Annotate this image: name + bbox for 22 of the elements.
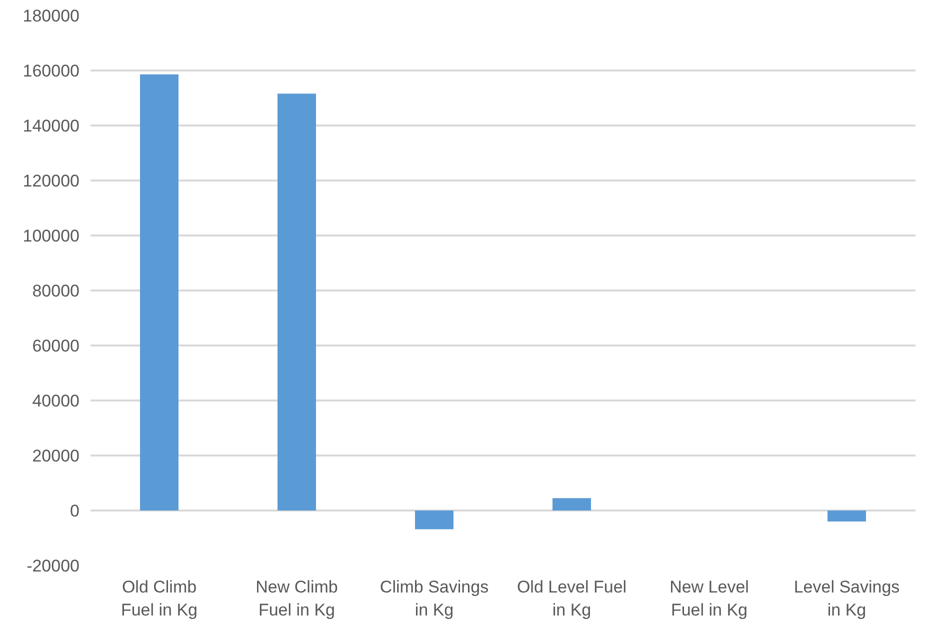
x-tick-label: Old Climb Fuel in Kg — [120, 578, 198, 620]
bar — [552, 498, 591, 510]
y-tick-label: 0 — [70, 502, 80, 520]
y-tick-label: 140000 — [22, 116, 80, 136]
bar — [140, 74, 178, 510]
bar — [278, 94, 316, 510]
y-tick-label: -20000 — [26, 556, 80, 576]
bar — [828, 510, 866, 522]
y-tick-label: 180000 — [22, 6, 80, 26]
x-tick-label: New Climb Fuel in Kg — [256, 578, 338, 620]
y-tick-label: 120000 — [22, 172, 80, 190]
y-tick-label: 60000 — [32, 336, 80, 356]
x-tick-label: Level Savings in Kg — [794, 578, 900, 620]
y-tick-label: 80000 — [32, 282, 80, 300]
y-tick-label: 40000 — [32, 392, 80, 410]
y-tick-label: 160000 — [22, 62, 80, 80]
x-tick-label: Climb Savings in Kg — [380, 578, 489, 620]
bar — [415, 510, 454, 530]
x-tick-label: New Level Fuel in Kg — [670, 578, 749, 620]
x-tick-label: Old Level Fuel in Kg — [516, 578, 627, 620]
y-tick-label: 20000 — [32, 446, 80, 466]
y-tick-label: 100000 — [22, 226, 80, 246]
